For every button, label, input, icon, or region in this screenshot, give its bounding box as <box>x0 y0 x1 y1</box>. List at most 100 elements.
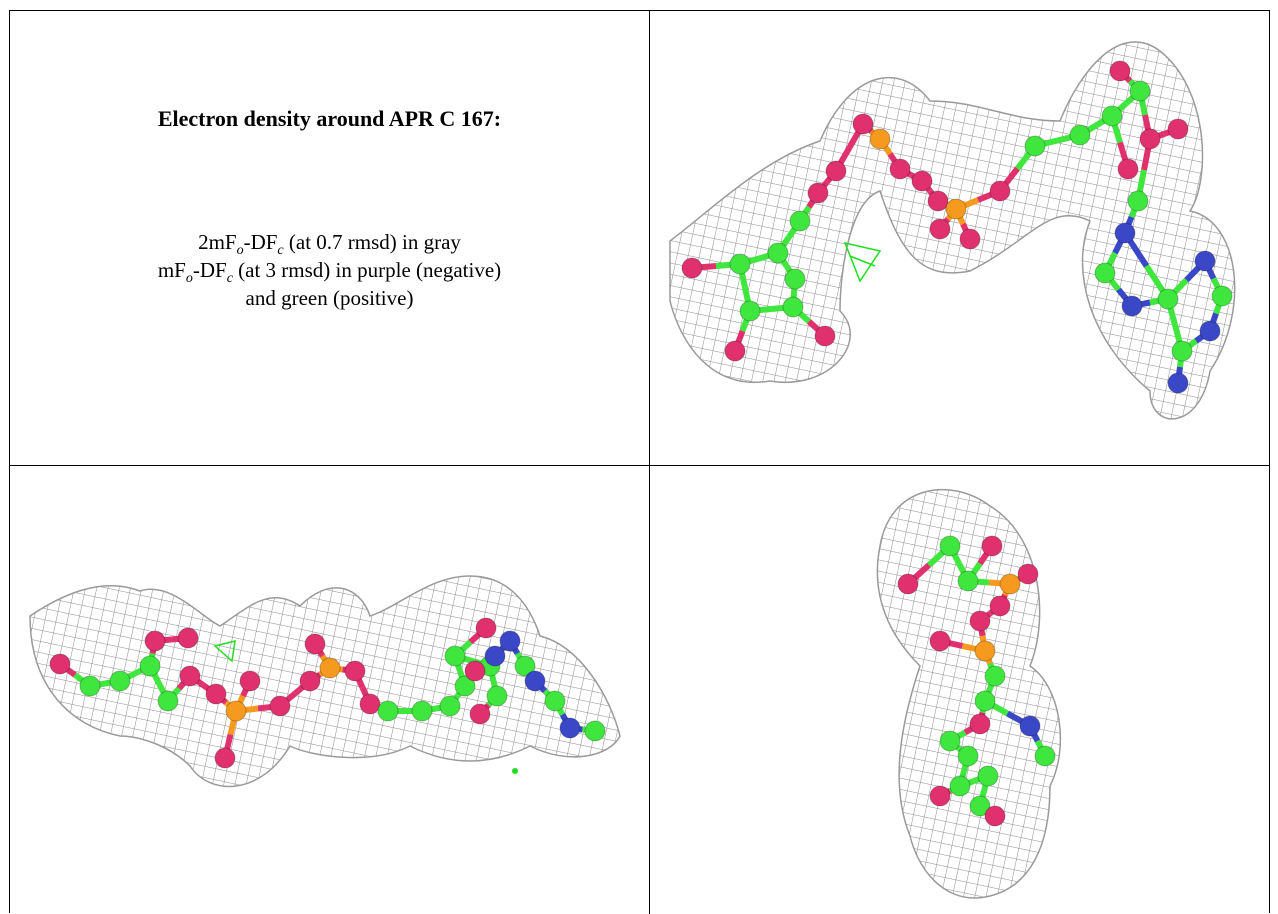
atom <box>940 731 960 751</box>
atom <box>982 536 1002 556</box>
atom <box>928 191 948 211</box>
caption-text: and green (positive) <box>246 286 414 310</box>
atom <box>783 297 803 317</box>
atom <box>158 691 178 711</box>
density-view-top <box>650 11 1270 465</box>
atom <box>1102 106 1122 126</box>
atom <box>958 571 978 591</box>
caption-text: (at 3 rmsd) in purple (negative) <box>233 258 501 282</box>
atom <box>1128 191 1148 211</box>
caption-text: (at 0.7 rmsd) in gray <box>284 230 461 254</box>
atom <box>1118 159 1138 179</box>
caption-text: -DF <box>193 258 227 282</box>
atom <box>1168 373 1188 393</box>
atom <box>930 631 950 651</box>
atom <box>145 631 165 651</box>
atom <box>585 721 605 741</box>
atom <box>360 694 380 714</box>
atom <box>1172 341 1192 361</box>
atom <box>1095 263 1115 283</box>
atom <box>740 301 760 321</box>
atom <box>946 199 966 219</box>
positive-density <box>845 243 880 281</box>
atom <box>725 341 745 361</box>
density-view-side <box>10 466 649 914</box>
atom <box>912 171 932 191</box>
atom <box>525 671 545 691</box>
atom <box>808 183 828 203</box>
density-mesh <box>670 42 1235 419</box>
atom <box>240 671 260 691</box>
atom <box>790 211 810 231</box>
caption-text: mF <box>158 258 186 282</box>
atom <box>958 746 978 766</box>
atom <box>560 718 580 738</box>
atom <box>1070 125 1090 145</box>
atom <box>785 269 805 289</box>
atom <box>500 631 520 651</box>
atom <box>975 691 995 711</box>
atom <box>300 671 320 691</box>
atom <box>476 618 496 638</box>
atom <box>305 634 325 654</box>
atom <box>960 229 980 249</box>
atom <box>1025 136 1045 156</box>
atom <box>206 684 226 704</box>
atom <box>826 161 846 181</box>
atom <box>970 611 990 631</box>
atom <box>815 326 835 346</box>
atom <box>1168 119 1188 139</box>
atom <box>1158 289 1178 309</box>
atom <box>1020 716 1040 736</box>
atom <box>978 766 998 786</box>
atom <box>1195 251 1215 271</box>
atom <box>930 219 950 239</box>
atom <box>1115 223 1135 243</box>
atom <box>853 114 873 134</box>
atom <box>440 696 460 716</box>
atom <box>682 258 702 278</box>
atom <box>985 666 1005 686</box>
atom <box>990 596 1010 616</box>
caption-text: 2mF <box>198 230 237 254</box>
atom <box>1122 296 1142 316</box>
atom <box>226 701 246 721</box>
atom <box>1140 129 1160 149</box>
atom <box>50 654 70 674</box>
page-body: Electron density around APR C 167: 2mFo-… <box>0 0 1278 914</box>
atom <box>445 646 465 666</box>
atom <box>890 159 910 179</box>
atom <box>730 254 750 274</box>
caption-line: mFo-DFc (at 3 rmsd) in purple (negative) <box>10 258 649 287</box>
atom <box>930 786 950 806</box>
atom <box>1130 81 1150 101</box>
atom <box>412 701 432 721</box>
atom <box>110 671 130 691</box>
caption-title: Electron density around APR C 167: <box>10 106 649 132</box>
atom <box>487 686 507 706</box>
atom <box>1000 574 1020 594</box>
atom <box>80 676 100 696</box>
caption-cell: Electron density around APR C 167: 2mFo-… <box>10 10 649 465</box>
atom <box>950 776 970 796</box>
atom <box>1018 564 1038 584</box>
atom <box>898 574 918 594</box>
page: Electron density figure {"caption": {"ti… <box>0 0 1278 914</box>
atom <box>140 656 160 676</box>
atom <box>180 666 200 686</box>
atom <box>345 661 365 681</box>
atom <box>990 181 1010 201</box>
atom <box>465 661 485 681</box>
atom <box>970 714 990 734</box>
atom <box>270 696 290 716</box>
atom <box>215 748 235 768</box>
positive-density <box>512 768 518 774</box>
atom <box>1110 61 1130 81</box>
atom <box>320 658 340 678</box>
atom <box>545 691 565 711</box>
atom <box>985 806 1005 826</box>
atom <box>378 701 398 721</box>
atom <box>1212 286 1232 306</box>
atom <box>1200 321 1220 341</box>
atom <box>178 628 198 648</box>
